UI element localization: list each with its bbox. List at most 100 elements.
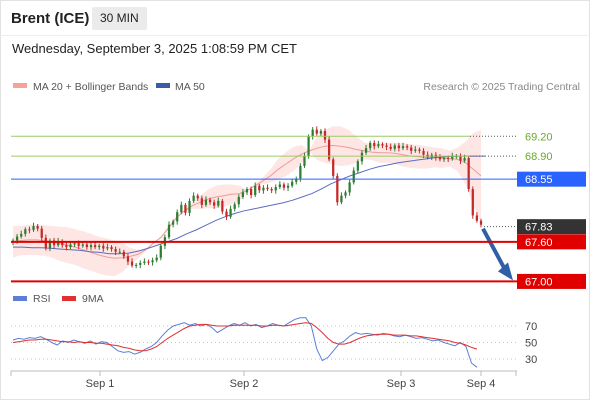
- candle-body: [414, 149, 417, 151]
- candle: [389, 143, 392, 151]
- candle: [291, 178, 294, 188]
- candle-body: [65, 245, 68, 248]
- x-tick-label: Sep 3: [387, 378, 416, 390]
- x-tick-label: Sep 2: [230, 378, 259, 390]
- candle-body: [167, 224, 171, 238]
- candle: [295, 176, 298, 185]
- candle: [442, 156, 446, 163]
- candle-body: [225, 211, 228, 217]
- candle-body: [237, 196, 240, 205]
- candle: [217, 197, 220, 208]
- level-tag-bg: [517, 219, 586, 235]
- candle-body: [188, 200, 191, 213]
- interval-selector[interactable]: 30 MIN: [92, 7, 147, 30]
- candle-body: [401, 146, 405, 149]
- candle-body: [196, 195, 199, 199]
- candle-body: [266, 187, 269, 190]
- candle: [61, 239, 64, 248]
- candle-body: [385, 145, 388, 147]
- level-tag-bg: [517, 234, 586, 250]
- candle-body: [44, 237, 47, 249]
- rsi-legend-swatch: [13, 296, 27, 301]
- candle-body: [57, 241, 60, 246]
- candle: [356, 159, 359, 174]
- candle: [307, 134, 310, 159]
- candle: [278, 181, 281, 190]
- candle: [155, 254, 158, 263]
- candle: [110, 245, 113, 252]
- candle-body: [327, 139, 331, 160]
- ma9-legend-label: 9MA: [82, 293, 104, 305]
- copyright-text: Research © 2025 Trading Central: [423, 81, 580, 93]
- candle-body: [151, 260, 154, 263]
- candle: [315, 126, 318, 136]
- candle: [192, 192, 195, 203]
- candle: [254, 182, 257, 197]
- candle: [364, 144, 368, 155]
- candle: [270, 187, 273, 194]
- candle-body: [217, 200, 220, 206]
- candle: [397, 142, 401, 152]
- candle: [122, 249, 125, 259]
- level-tag-text: 67.83: [525, 222, 553, 234]
- candle: [332, 157, 335, 179]
- candle-body: [98, 245, 101, 248]
- candle: [249, 186, 253, 199]
- candle: [188, 198, 191, 217]
- candle: [204, 196, 208, 207]
- candle-body: [467, 158, 470, 190]
- candle-body: [311, 129, 314, 137]
- candle-body: [475, 215, 479, 221]
- candle: [340, 192, 343, 205]
- candle: [65, 242, 68, 251]
- candle-body: [274, 187, 277, 191]
- candle: [180, 201, 183, 215]
- candle: [233, 202, 236, 212]
- candle-body: [208, 199, 212, 203]
- candle-body: [319, 131, 323, 134]
- candle-body: [393, 145, 396, 149]
- candle: [438, 154, 442, 162]
- candle: [258, 183, 261, 194]
- candle-body: [299, 165, 302, 179]
- bollinger-legend-label: MA 20 + Bollinger Bands: [33, 81, 148, 93]
- candle-body: [139, 262, 142, 265]
- candle-body: [397, 145, 401, 149]
- candle-body: [258, 185, 261, 191]
- chart-header: Brent (ICE) 30 MIN: [0, 0, 590, 36]
- candle: [130, 258, 134, 268]
- candle-body: [28, 229, 31, 231]
- candle: [139, 260, 142, 269]
- candle: [451, 152, 454, 161]
- candle: [479, 218, 483, 228]
- candle: [459, 153, 462, 164]
- key-levels: 69.20 68.90 68.55 67.83 67.60 67.00: [11, 131, 586, 289]
- candle-body: [48, 240, 52, 249]
- candle-body: [295, 178, 298, 182]
- candle: [28, 226, 31, 234]
- chart-datetime: Wednesday, September 3, 2025 1:08:59 PM …: [12, 41, 297, 56]
- candle-body: [356, 161, 359, 171]
- candle: [369, 140, 372, 151]
- candle-body: [200, 198, 203, 205]
- candle-body: [369, 142, 372, 149]
- candle-body: [159, 245, 162, 258]
- forecast-arrow-shaft: [481, 227, 508, 273]
- candle: [229, 205, 232, 219]
- candle-body: [463, 158, 466, 161]
- level-tag-text: 67.00: [525, 276, 553, 288]
- level-tag-bg: [517, 171, 586, 187]
- candle-body: [40, 228, 43, 238]
- level-tag-67.83: 67.83: [517, 219, 586, 235]
- candle-body: [221, 200, 224, 212]
- candle-body: [135, 264, 138, 266]
- candle: [143, 258, 146, 265]
- candle-body: [286, 185, 290, 188]
- candle: [171, 219, 175, 228]
- candle-body: [381, 144, 384, 146]
- candle-body: [77, 243, 80, 246]
- candle-body: [389, 146, 392, 149]
- candle: [93, 241, 97, 250]
- rsi-ma9-line: [12, 322, 478, 352]
